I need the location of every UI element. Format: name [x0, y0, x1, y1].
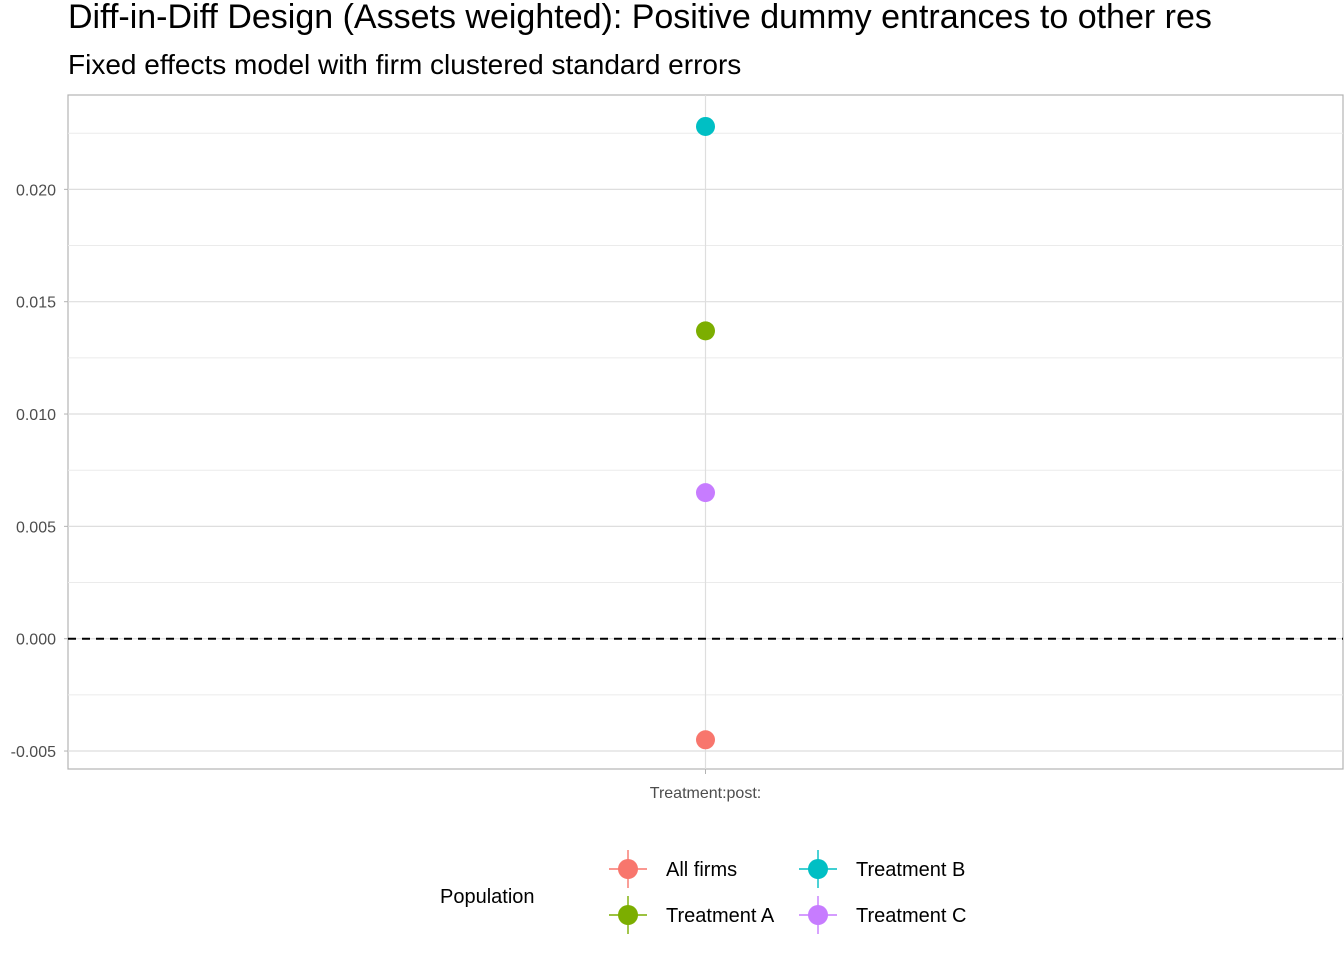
legend-label: Treatment B	[856, 859, 965, 881]
legend-key-point	[808, 859, 828, 879]
data-point	[696, 730, 715, 750]
legend: All firms Treatment A Treatment B Treatment…	[609, 850, 966, 934]
y-tick-label: 0.020	[16, 182, 56, 199]
data-point	[696, 321, 715, 341]
legend-label: Treatment A	[666, 905, 775, 927]
x-tick-label: Treatment:post:	[650, 785, 761, 802]
legend-key-point	[808, 905, 828, 925]
legend-item: All firms	[609, 850, 737, 888]
data-point	[696, 116, 715, 136]
y-tick-label: 0.010	[16, 407, 56, 424]
chart-title: Diff-in-Diff Design (Assets weighted): P…	[68, 0, 1212, 36]
y-tick-label: -0.005	[11, 744, 56, 761]
y-tick-label: 0.015	[16, 295, 56, 312]
chart-subtitle: Fixed effects model with firm clustered …	[68, 49, 741, 80]
legend-key-point	[618, 905, 638, 925]
grid-lines	[68, 95, 1343, 769]
legend-label: Treatment C	[856, 905, 966, 927]
y-tick-label: 0.005	[16, 519, 56, 536]
y-axis: -0.005 0.000 0.005 0.010 0.015 0.020	[11, 182, 68, 761]
legend-label: All firms	[666, 859, 737, 881]
legend-key-point	[618, 859, 638, 879]
legend-title: Population	[440, 886, 535, 908]
legend-item: Treatment B	[799, 850, 965, 888]
legend-item: Treatment C	[799, 896, 966, 934]
legend-item: Treatment A	[609, 896, 775, 934]
x-axis: Treatment:post:	[650, 769, 761, 802]
data-point	[696, 483, 715, 503]
data-points	[696, 116, 715, 750]
y-tick-label: 0.000	[16, 632, 56, 649]
